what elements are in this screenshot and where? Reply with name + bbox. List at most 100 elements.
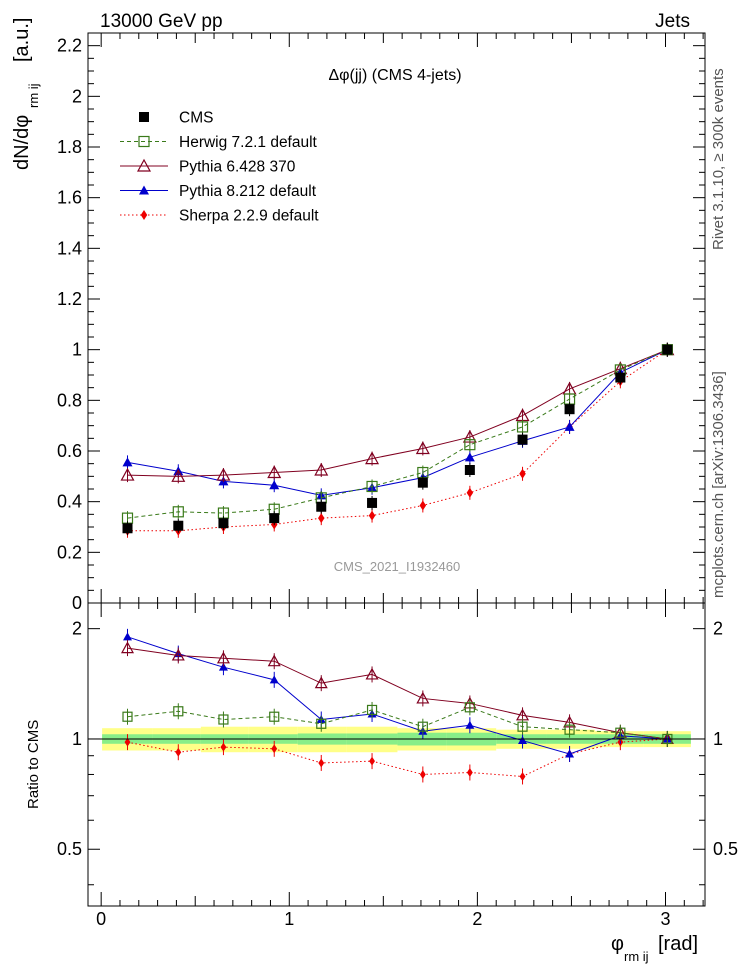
rivet-label: Rivet 3.1.10, ≥ 300k events	[710, 68, 727, 250]
legend-marker	[138, 135, 150, 148]
sherpa-2-2-9-default-point	[419, 500, 427, 511]
sherpa-2-2-9-default-ratio-point	[419, 769, 426, 779]
cms-point	[564, 404, 575, 415]
ratio-tick-label: 2	[72, 619, 82, 639]
legend-item-pythia-6-428-370: Pythia 6.428 370	[120, 159, 296, 176]
pythia-8-212-default-ratio-point	[518, 736, 528, 745]
x-tick-label: 3	[660, 909, 670, 929]
series-layer	[88, 342, 705, 785]
legend: CMS Herwig 7.2.1 default Pythia 6.428 370 P…	[120, 110, 319, 225]
sherpa-2-2-9-default-point	[368, 510, 376, 521]
cms-point	[367, 497, 378, 508]
sherpa-2-2-9-default-ratio-point	[519, 771, 526, 781]
sherpa-2-2-9-default-ratio-line	[127, 738, 668, 777]
pythia-6-428-370-point	[120, 467, 135, 481]
cms-point	[218, 518, 229, 529]
pythia-6-428-370-ratio-point	[314, 676, 328, 689]
legend-label: Pythia 6.428 370	[179, 159, 296, 176]
ratio-y-label: Ratio to CMS	[25, 720, 42, 809]
legend-label: Pythia 8.212 default	[179, 183, 317, 200]
x-label-sub: rm ij	[624, 949, 649, 964]
sherpa-2-2-9-default-point	[318, 513, 325, 524]
herwig-7-2-1-default-line	[127, 349, 668, 519]
herwig-7-2-1-default-ratio-point	[269, 711, 280, 722]
ratio-tick-label-right: 1	[713, 729, 723, 749]
y-tick-label: 1.6	[57, 188, 82, 208]
header-left: 13000 GeV pp	[100, 11, 223, 32]
herwig-7-2-1-default-ratio-point	[464, 702, 475, 713]
y-tick-label: 2	[72, 86, 82, 106]
herwig-7-2-1-default-ratio-point	[366, 704, 378, 716]
pythia-6-428-370-point	[267, 465, 282, 479]
mcplots-label: mcplots.cern.ch [arXiv:1306.3436]	[710, 371, 727, 598]
y-tick-label: 2.2	[57, 36, 82, 56]
herwig-7-2-1-default-ratio-point	[564, 724, 575, 735]
cms-point	[417, 477, 428, 488]
pythia-6-428-370-ratio-point	[365, 667, 379, 680]
y-tick-label: 0	[72, 593, 82, 613]
x-tick-label: 0	[96, 909, 106, 929]
herwig-7-2-1-default-point	[366, 480, 378, 493]
y-tick-label: 0.4	[57, 492, 82, 512]
herwig-7-2-1-default-point	[516, 421, 529, 433]
ratio-band	[102, 726, 691, 753]
pythia-8-212-default-point	[122, 457, 133, 467]
pythia-6-428-370-ratio-line	[127, 647, 668, 740]
legend-label: Sherpa 2.2.9 default	[179, 208, 319, 225]
legend-item-pythia-8-212-default: Pythia 8.212 default	[120, 183, 317, 200]
legend-marker	[139, 185, 149, 195]
pythia-8-212-default-point	[269, 480, 280, 490]
cms-point	[517, 434, 528, 445]
pythia-8-212-default-ratio-line	[127, 636, 668, 755]
legend-marker	[139, 112, 149, 122]
cms-point	[269, 513, 280, 524]
pythia-8-212-default-line	[127, 349, 668, 496]
legend-item-cms: CMS	[139, 110, 213, 127]
y-label-unit: [a.u.]	[11, 18, 33, 62]
y-tick-label: 0.6	[57, 441, 82, 461]
cms-point	[316, 501, 327, 512]
ratio-frame	[87, 602, 706, 907]
legend-marker	[140, 210, 148, 220]
sherpa-2-2-9-default-point	[519, 468, 526, 479]
pythia-6-428-370-point	[171, 469, 186, 482]
pythia-8-212-default-point	[564, 421, 575, 431]
axis-ticks: 0 0.2 0.4 0.6 0.8 1 1.2 1.4 1.6 1.8 2 2.2 0 1 2 3 0.5 0.5…	[57, 33, 738, 929]
y-tick-label: 1.2	[57, 289, 82, 309]
series-cms	[122, 342, 673, 536]
pythia-6-428-370-point	[314, 462, 329, 476]
y-axis-label: dN/dφ rm ij [a.u.]	[11, 18, 41, 170]
sherpa-2-2-9-default-ratio-point	[220, 742, 227, 752]
pythia-6-428-370-ratio-point	[120, 641, 135, 654]
pythia-6-428-370-point	[216, 467, 231, 481]
herwig-7-2-1-default-point	[464, 439, 476, 451]
x-label-main: φ	[611, 933, 624, 955]
herwig-7-2-1-default-ratio-point	[517, 721, 528, 732]
pythia-8-212-default-ratio-point	[565, 749, 575, 758]
herwig-7-2-1-default-ratio-line	[127, 706, 668, 740]
ratio-tick-label-right: 2	[713, 619, 723, 639]
legend-label: CMS	[179, 110, 213, 127]
y-label-sub: rm ij	[26, 83, 41, 108]
sherpa-2-2-9-default-line	[127, 349, 668, 532]
sherpa-2-2-9-default-ratio-point	[124, 737, 131, 747]
series-pythia-6-428-370	[120, 342, 675, 747]
herwig-7-2-1-default-point	[172, 506, 184, 518]
y-label-main: dN/dφ	[11, 115, 33, 170]
herwig-7-2-1-default-ratio-point	[122, 711, 133, 722]
sherpa-2-2-9-default-point	[466, 487, 474, 498]
pythia-6-428-370-point	[365, 451, 380, 465]
series-sherpa-2-2-9-default	[124, 342, 671, 785]
sherpa-2-2-9-default-ratio-point	[369, 756, 375, 766]
pythia-6-428-370-ratio-point	[267, 654, 281, 667]
y-tick-label: 1	[72, 340, 82, 360]
pythia-6-428-370-ratio-point	[171, 648, 185, 661]
sherpa-2-2-9-default-ratio-point	[271, 744, 278, 754]
legend-item-herwig-7-2-1-default: Herwig 7.2.1 default	[120, 134, 318, 151]
pythia-8-212-default-ratio-point	[269, 675, 279, 684]
herwig-7-2-1-default-ratio-point	[173, 706, 184, 717]
x-tick-label: 2	[472, 909, 482, 929]
pythia-6-428-370-ratio-point	[216, 651, 230, 664]
pythia-8-212-default-ratio-point	[218, 662, 228, 671]
